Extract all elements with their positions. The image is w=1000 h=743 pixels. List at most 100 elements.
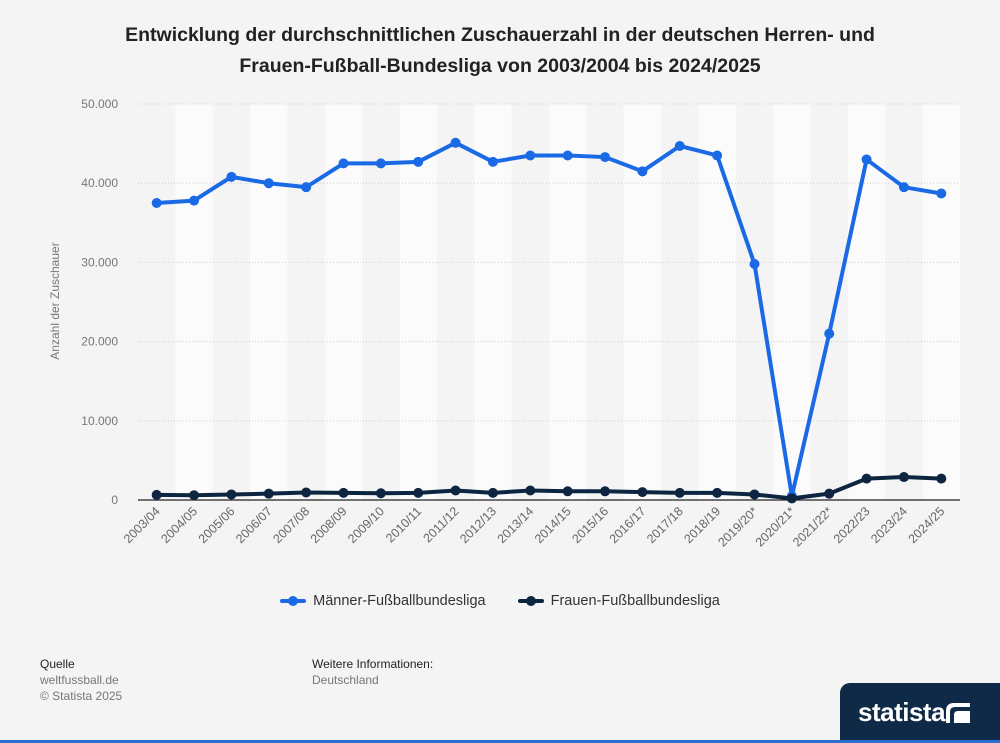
copyright: © Statista 2025 [40, 689, 123, 703]
x-tick-label: 2020/21* [753, 504, 798, 549]
data-point[interactable] [674, 140, 685, 151]
source-block: Quelle weltfussball.de © Statista 2025 [40, 656, 122, 704]
data-point[interactable] [450, 137, 461, 148]
data-point[interactable] [861, 154, 872, 165]
data-point[interactable] [338, 487, 349, 498]
data-point[interactable] [226, 489, 237, 500]
data-point[interactable] [151, 198, 162, 208]
data-point[interactable] [749, 258, 760, 269]
x-tick-label: 2017/18 [644, 504, 686, 546]
data-point[interactable] [674, 487, 685, 498]
info-block: Weitere Informationen: Deutschland [312, 656, 433, 688]
data-point[interactable] [637, 166, 648, 177]
x-tick-labels: 2003/042004/052005/062006/072007/082008/… [121, 504, 948, 549]
data-point[interactable] [712, 150, 723, 161]
category-band [175, 104, 213, 500]
x-tick-label: 2009/10 [345, 504, 387, 546]
y-tick-labels: 0 10.000 20.000 30.000 40.000 50.000 [81, 97, 118, 507]
data-point[interactable] [413, 156, 424, 167]
series-maenner [151, 137, 947, 502]
x-tick-label: 2016/17 [607, 504, 649, 546]
data-point[interactable] [712, 487, 723, 498]
bottom-accent-bar [0, 740, 1000, 743]
x-tick-label: 2023/24 [868, 504, 910, 546]
data-point[interactable] [749, 489, 760, 500]
category-band [474, 104, 512, 500]
y-tick-label: 0 [111, 493, 118, 507]
title-line-2: Frauen-Fußball-Bundesliga von 2003/2004 … [239, 55, 761, 77]
category-bands [175, 104, 960, 500]
data-point[interactable] [600, 152, 611, 163]
data-point[interactable] [861, 473, 872, 484]
info-value: Deutschland [312, 673, 379, 687]
x-tick-label: 2019/20* [715, 504, 760, 549]
category-band [399, 104, 437, 500]
legend-marker-frauen [517, 596, 544, 606]
data-point[interactable] [786, 493, 797, 504]
x-tick-label: 2024/25 [906, 504, 948, 546]
statista-icon [946, 703, 970, 723]
x-tick-label: 2011/12 [421, 504, 462, 545]
data-point[interactable] [189, 490, 200, 501]
data-point[interactable] [525, 485, 536, 496]
data-point[interactable] [898, 182, 909, 193]
data-point[interactable] [936, 473, 947, 484]
x-tick-label: 2006/07 [233, 504, 275, 546]
data-point[interactable] [263, 178, 274, 189]
y-tick-label: 30.000 [81, 255, 118, 269]
source-link[interactable]: weltfussball.de [40, 673, 119, 687]
y-tick-label: 10.000 [81, 414, 118, 428]
data-point[interactable] [600, 486, 611, 497]
title-line-1: Entwicklung der durchschnittlichen Zusch… [125, 24, 875, 46]
x-tick-label: 2005/06 [196, 504, 238, 546]
category-band [698, 104, 736, 500]
x-tick-label: 2010/11 [383, 504, 424, 545]
legend-item-maenner[interactable]: Männer-Fußballbundesliga [280, 593, 486, 609]
data-point[interactable] [562, 150, 573, 161]
series-lines [151, 137, 947, 504]
data-point[interactable] [487, 156, 498, 167]
legend-label-maenner: Männer-Fußballbundesliga [313, 593, 486, 609]
x-tick-label: 2004/05 [158, 504, 200, 546]
x-tick-label: 2012/13 [457, 504, 499, 546]
series-line [154, 140, 944, 499]
x-tick-label: 2007/08 [270, 504, 312, 546]
x-tick-label: 2013/14 [495, 504, 537, 546]
data-point[interactable] [487, 487, 498, 498]
data-point[interactable] [263, 488, 274, 499]
y-tick-label: 20.000 [81, 335, 118, 349]
category-band [250, 104, 288, 500]
brand-name: statista [858, 697, 946, 727]
gridlines [138, 103, 960, 501]
data-point[interactable] [226, 171, 237, 182]
series-line [154, 475, 944, 501]
x-tick-label: 2015/16 [569, 504, 611, 546]
data-point[interactable] [189, 195, 200, 206]
data-point[interactable] [301, 182, 312, 193]
legend-label-frauen: Frauen-Fußballbundesliga [550, 593, 720, 609]
y-axis-label: Anzahl der Zuschauer [48, 242, 62, 359]
data-point[interactable] [936, 188, 947, 199]
data-point[interactable] [375, 158, 386, 169]
legend-marker-maenner [280, 596, 307, 606]
y-tick-label: 50.000 [81, 97, 118, 111]
source-heading: Quelle [40, 657, 75, 671]
data-point[interactable] [338, 158, 349, 169]
data-point[interactable] [637, 487, 648, 498]
x-tick-label: 2014/15 [532, 504, 574, 546]
data-point[interactable] [562, 486, 573, 497]
statista-logo[interactable]: statista [840, 683, 1000, 743]
data-point[interactable] [375, 488, 386, 499]
data-point[interactable] [301, 487, 312, 498]
data-point[interactable] [824, 328, 835, 339]
data-point[interactable] [151, 489, 162, 500]
data-point[interactable] [824, 488, 835, 499]
data-point[interactable] [450, 485, 461, 496]
legend-item-frauen[interactable]: Frauen-Fußballbundesliga [517, 593, 720, 609]
x-tick-label: 2003/04 [121, 504, 163, 546]
data-point[interactable] [525, 150, 536, 161]
info-heading[interactable]: Weitere Informationen: [312, 657, 434, 671]
data-point[interactable] [413, 487, 424, 498]
data-point[interactable] [898, 472, 909, 483]
